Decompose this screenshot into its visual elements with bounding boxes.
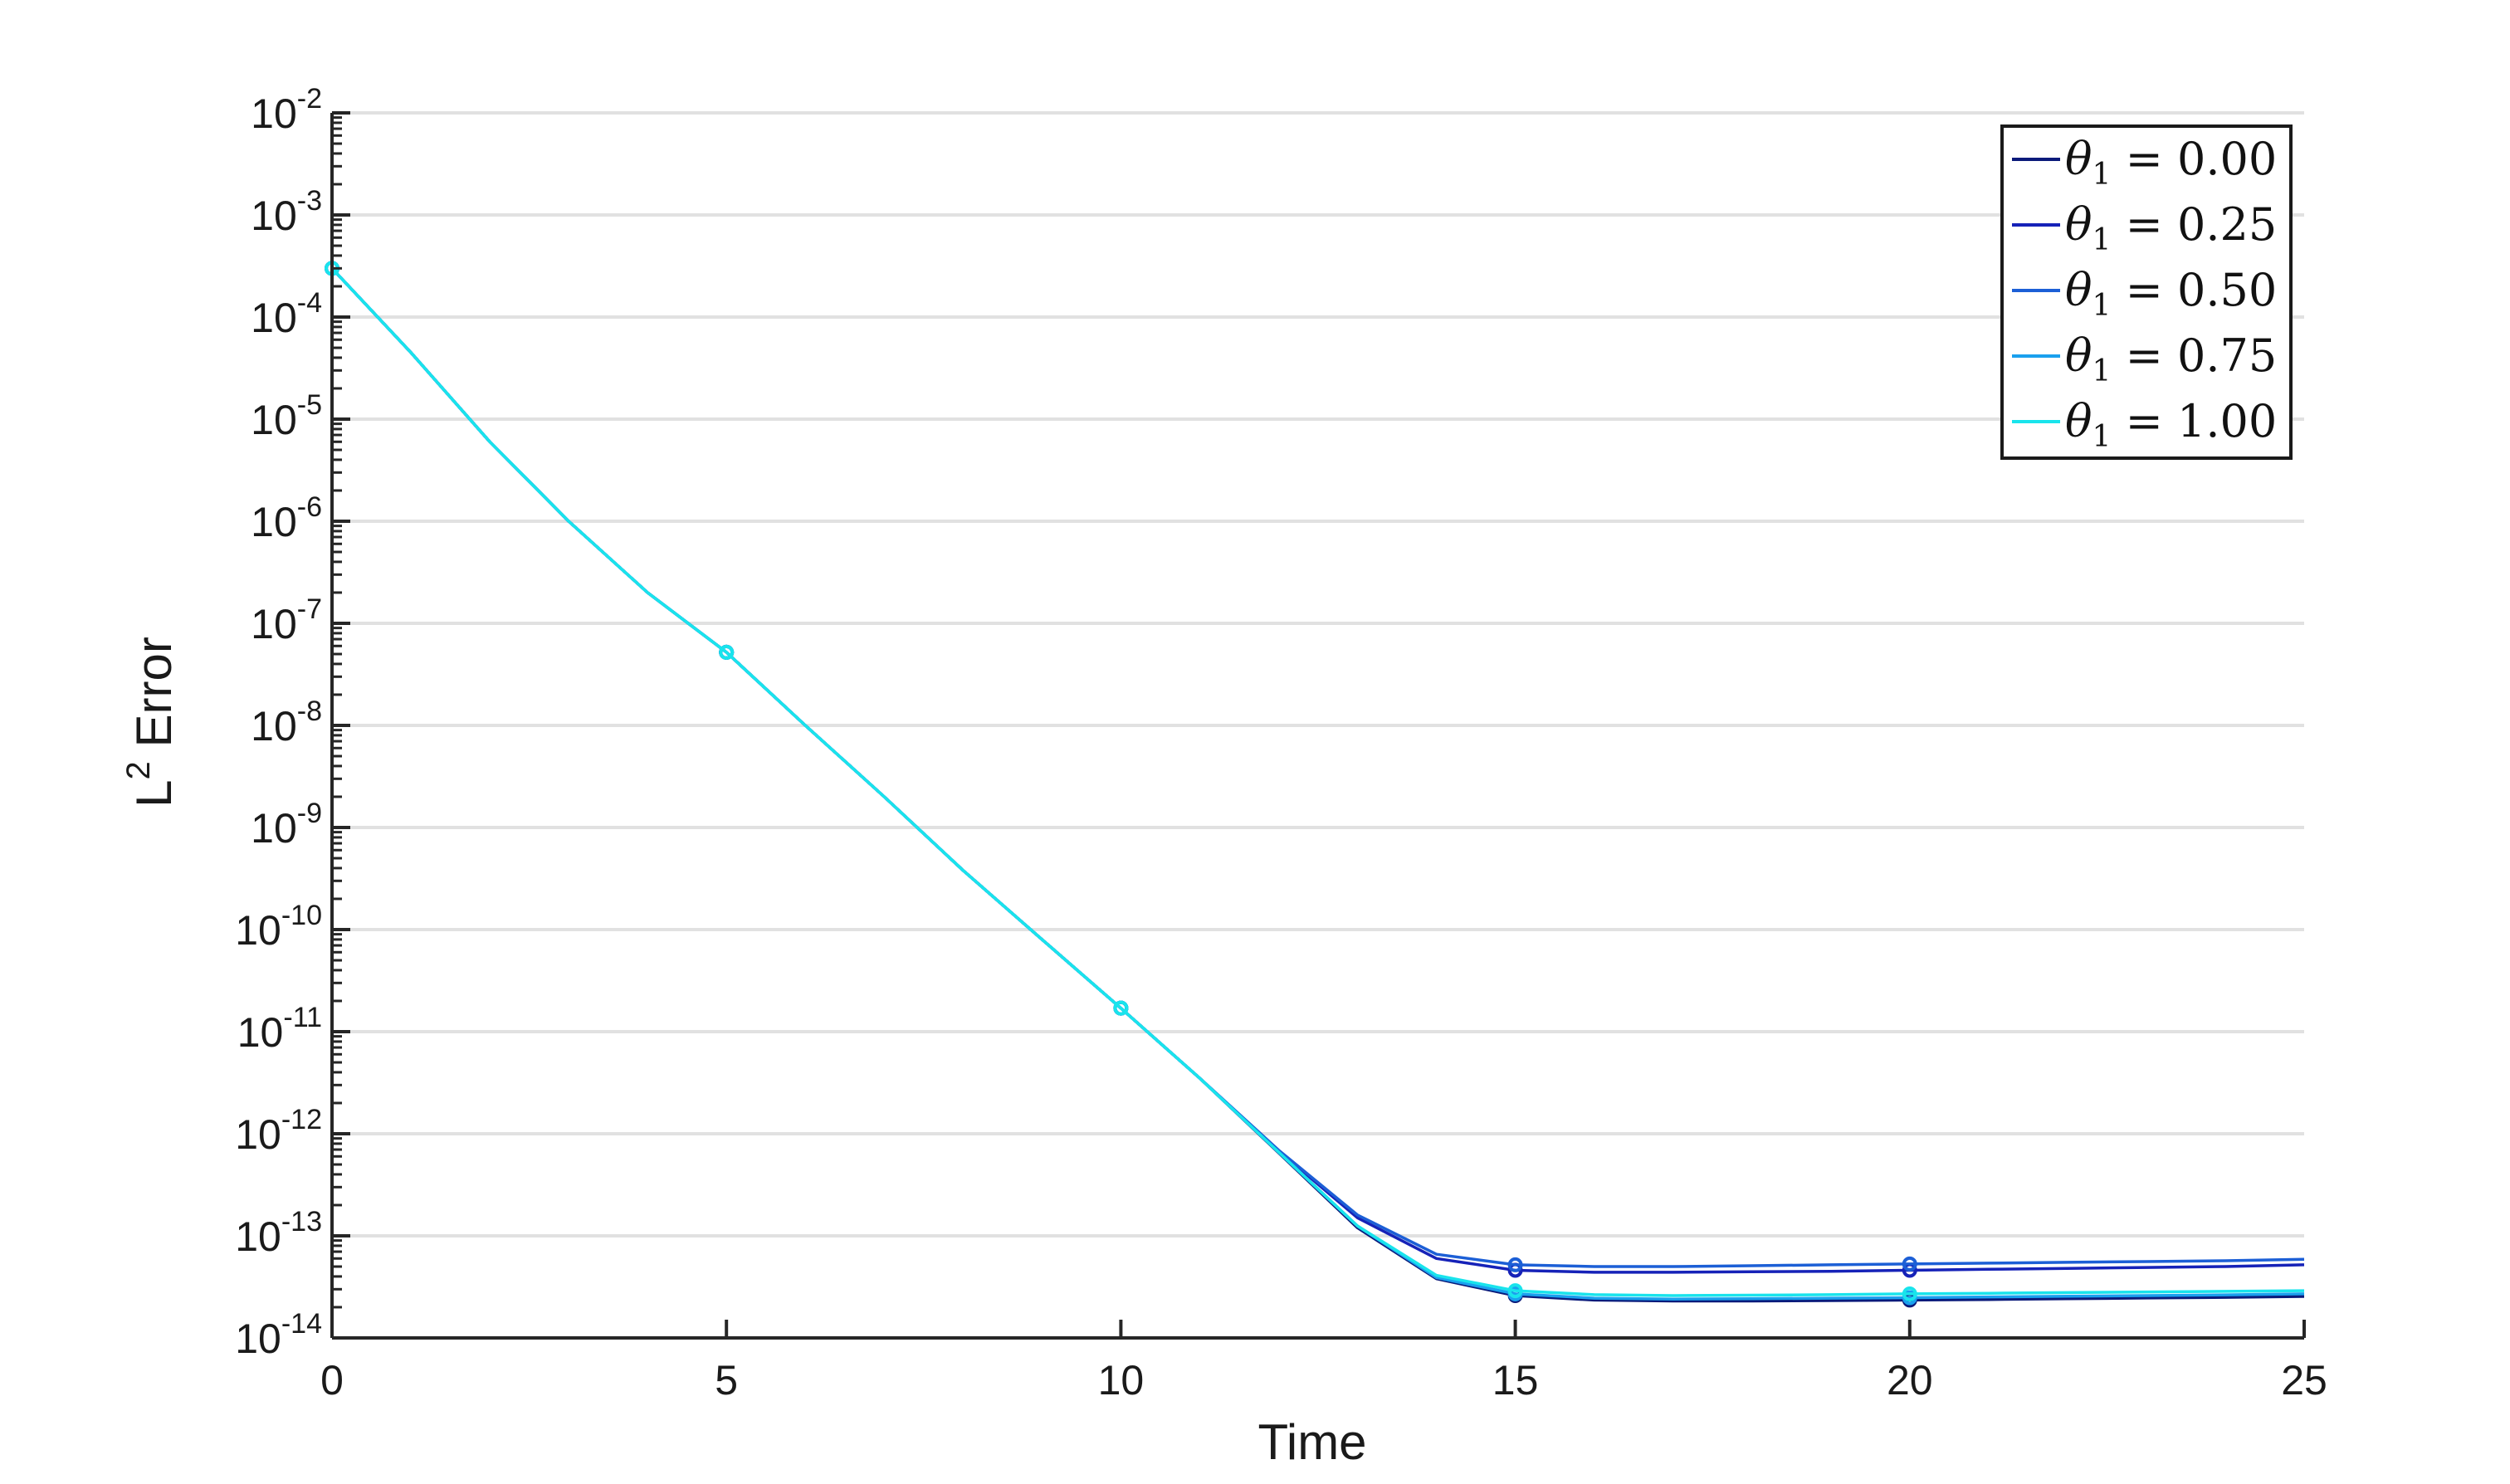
legend-entry: θ1 = 1.00 [2065, 395, 2277, 454]
series-marker [1507, 1257, 1523, 1272]
legend: θ1 = 0.00 θ1 = 0.25 θ1 = 0.50 θ1 = 0.75 θ1 =… [2000, 124, 2293, 460]
y-tick-label: 10-12 [235, 1104, 322, 1158]
y-tick-label: 10-13 [235, 1206, 322, 1260]
series-marker [1113, 1000, 1129, 1016]
y-axis-title: L2 Error [120, 637, 182, 808]
y-tick-labels: 10-2 10-3 10-4 10-5 10-6 10-7 10-8 10-9 10-10 10-… [235, 83, 322, 1362]
x-axis-title: Time [1257, 1414, 1366, 1470]
legend-entry: θ1 = 0.25 [2065, 198, 2277, 257]
x-tick-label: 5 [715, 1357, 738, 1403]
y-tick-label: 10-8 [251, 696, 322, 749]
x-tick-label: 15 [1492, 1357, 1539, 1403]
x-tick-label: 0 [320, 1357, 344, 1403]
y-tick-label: 10-4 [251, 287, 322, 341]
x-tick-label: 10 [1098, 1357, 1145, 1403]
legend-entry: θ1 = 0.75 [2065, 330, 2277, 388]
legend-entry: θ1 = 0.50 [2065, 264, 2277, 323]
x-tick-label: 25 [2281, 1357, 2327, 1403]
series-marker [1902, 1256, 1917, 1272]
y-tick-label: 10-5 [251, 389, 322, 443]
y-tick-label: 10-3 [251, 185, 322, 239]
y-tick-label: 10-14 [235, 1308, 322, 1362]
y-tick-label: 10-10 [235, 900, 322, 954]
y-axis-title-base: L [126, 779, 182, 807]
series-marker [719, 644, 735, 660]
y-axis-title-rest: Error [126, 637, 182, 761]
y-axis-title-sup: 2 [120, 761, 157, 779]
y-tick-label: 10-6 [251, 491, 322, 545]
series-marker [1902, 1286, 1917, 1301]
series-marker [1507, 1283, 1523, 1299]
grid-lines [332, 111, 2304, 1340]
axes [330, 111, 2306, 1340]
x-tick-label: 20 [1887, 1357, 1933, 1403]
y-tick-label: 10-11 [237, 1002, 322, 1056]
y-tick-label: 10-9 [251, 798, 322, 852]
series-line [330, 267, 2305, 1297]
y-tick-label: 10-7 [251, 593, 322, 647]
x-tick-labels: 0 5 10 15 20 25 [320, 1357, 2327, 1403]
legend-entry: θ1 = 0.00 [2065, 133, 2277, 192]
series-lines [325, 261, 2305, 1308]
y-tick-label: 10-2 [251, 83, 322, 137]
